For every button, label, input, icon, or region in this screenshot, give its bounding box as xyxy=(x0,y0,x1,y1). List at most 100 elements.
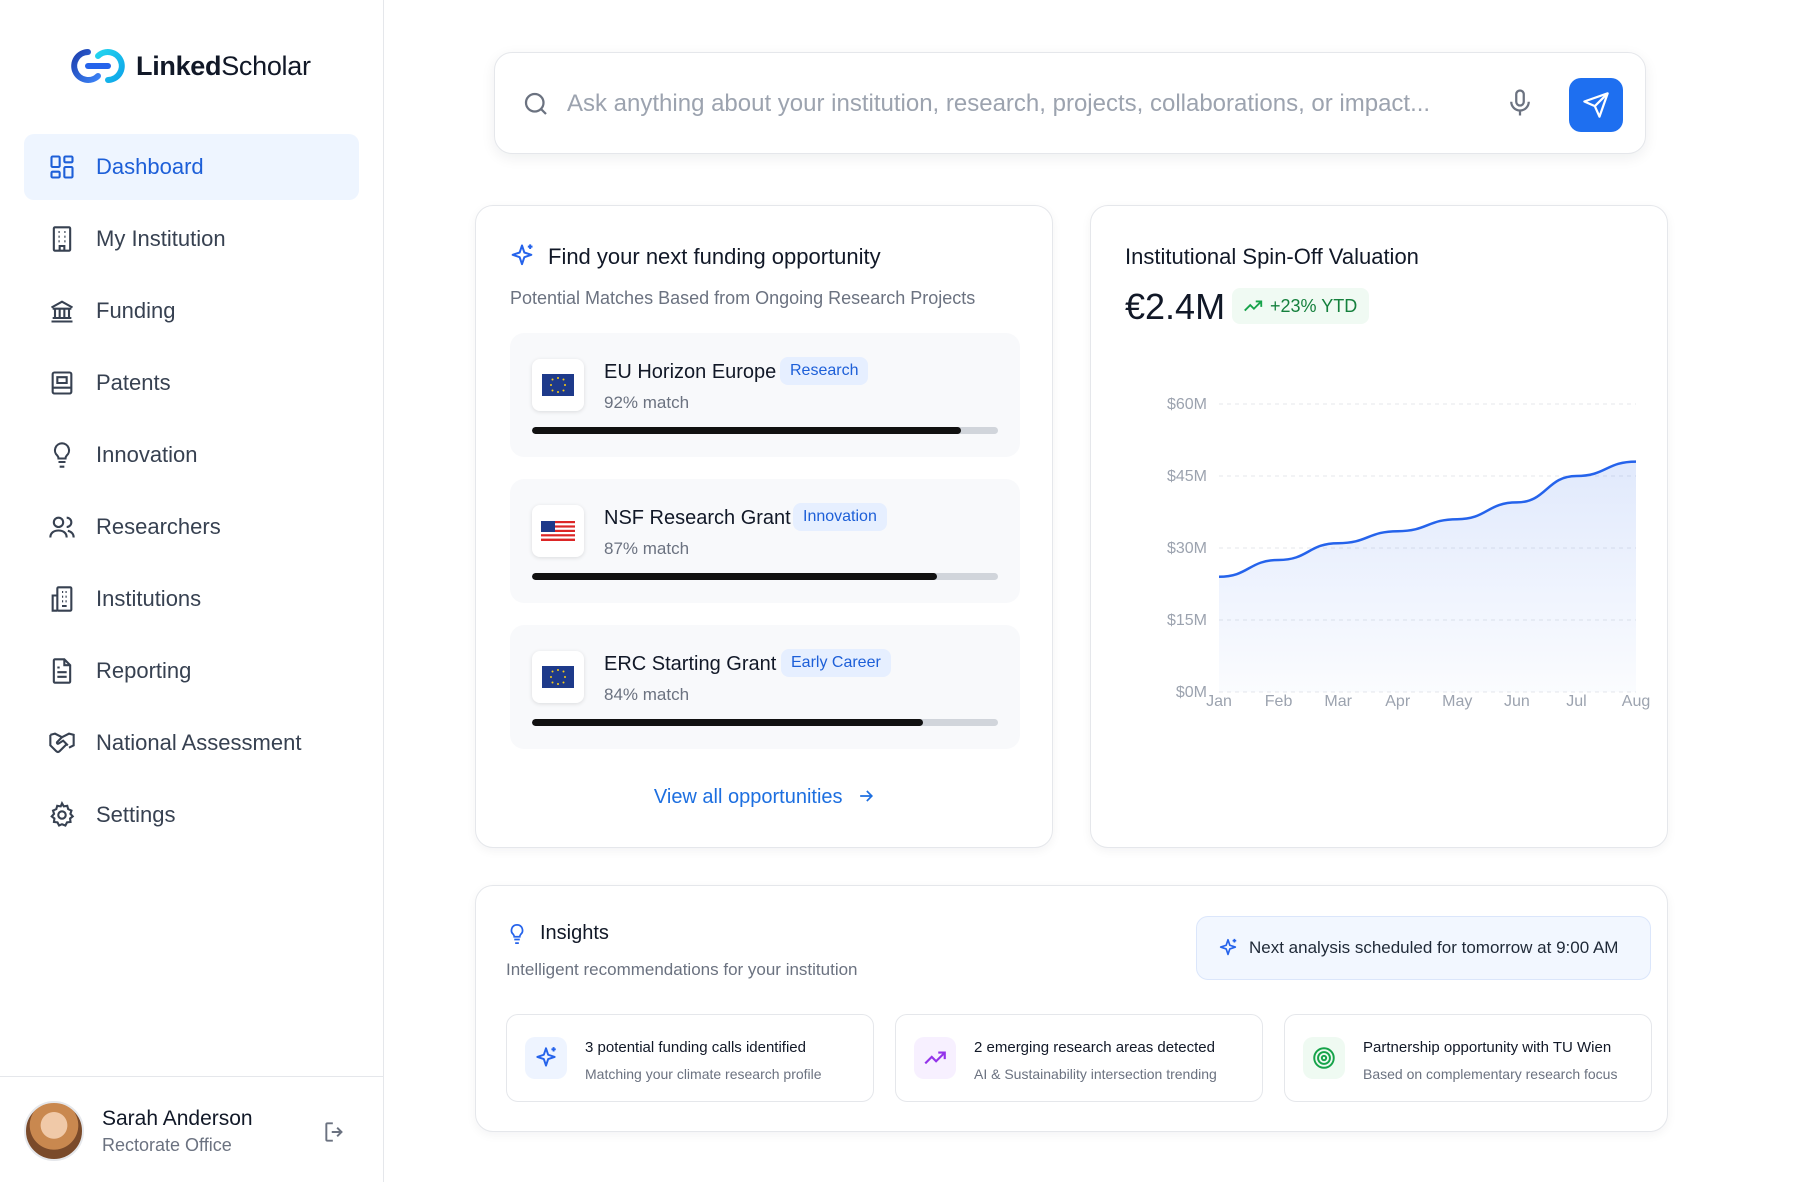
analysis-schedule-text: Next analysis scheduled for tomorrow at … xyxy=(1249,938,1619,957)
valuation-change-badge: +23% YTD xyxy=(1232,288,1370,324)
chart-x-tick-label: Mar xyxy=(1324,693,1352,710)
arrow-right-icon xyxy=(860,790,874,802)
users-icon xyxy=(49,516,75,538)
chart-y-tick-label: $45M xyxy=(1167,468,1207,485)
brand-name: LinkedScholar xyxy=(136,51,311,82)
search-icon xyxy=(524,92,547,115)
chart-y-tick-label: $30M xyxy=(1167,540,1207,557)
lightbulb-icon xyxy=(53,442,71,468)
analysis-schedule-banner: Next analysis scheduled for tomorrow at … xyxy=(1196,916,1651,980)
chart-y-tick-label: $60M xyxy=(1167,396,1207,413)
sidebar-item-national-assessment[interactable]: National Assessment xyxy=(24,710,359,776)
sidebar-item-label: National Assessment xyxy=(96,730,302,755)
sidebar-item-dashboard[interactable]: Dashboard xyxy=(24,134,359,200)
chart-y-tick-label: $0M xyxy=(1176,684,1207,701)
sidebar-item-label: My Institution xyxy=(96,226,226,251)
match-progress-fill xyxy=(532,719,924,726)
funding-category-badge: Early Career xyxy=(781,649,891,677)
insight-item[interactable]: Partnership opportunity with TU Wien Bas… xyxy=(1284,1014,1652,1102)
sidebar-item-label: Innovation xyxy=(96,442,198,467)
sidebar-item-researchers[interactable]: Researchers xyxy=(24,494,359,560)
funding-match-name: ERC Starting Grant xyxy=(604,653,777,675)
funding-match-item[interactable]: NSF Research Grant Innovation 87% match xyxy=(510,479,1020,603)
funding-match-name: EU Horizon Europe xyxy=(604,361,777,383)
brand-name-bold: Linked xyxy=(136,50,222,81)
funding-match-item[interactable]: EU Horizon Europe Research 92% match xyxy=(510,333,1020,457)
funding-opportunity-card: Find your next funding opportunity Poten… xyxy=(475,205,1053,848)
sidebar-item-institutions[interactable]: Institutions xyxy=(24,566,359,632)
chart-x-tick-label: Jul xyxy=(1566,693,1586,710)
user-profile: Sarah Anderson Rectorate Office xyxy=(0,1076,384,1182)
send-icon xyxy=(1583,92,1609,118)
insights-card: Insights Intelligent recommendations for… xyxy=(475,885,1668,1132)
insight-item[interactable]: 2 emerging research areas detected AI & … xyxy=(895,1014,1263,1102)
document-icon xyxy=(52,658,72,684)
insight-title: Partnership opportunity with TU Wien xyxy=(1363,1039,1612,1056)
patent-icon xyxy=(51,371,73,395)
chart-x-tick-label: May xyxy=(1442,693,1472,710)
search-input[interactable] xyxy=(567,79,1467,129)
funding-match-percent: 84% match xyxy=(604,685,690,704)
us-flag-icon xyxy=(532,505,584,557)
funding-card-title: Find your next funding opportunity xyxy=(548,244,881,269)
match-progress-fill xyxy=(532,573,938,580)
user-name: Sarah Anderson xyxy=(102,1107,253,1130)
valuation-change-text: +23% YTD xyxy=(1270,295,1358,316)
sidebar-item-label: Institutions xyxy=(96,586,202,611)
valuation-area-chart: $0M $15M $30M $45M $60M Jan Feb Mar Apr May Jun Jul… xyxy=(1167,396,1650,710)
sidebar-item-settings[interactable]: Settings xyxy=(24,782,359,848)
valuation-amount: €2.4M xyxy=(1125,286,1226,327)
funding-category-badge: Research xyxy=(780,357,869,385)
view-all-opportunities-link[interactable]: View all opportunities xyxy=(476,786,1054,809)
institutions-icon xyxy=(51,586,73,612)
sidebar-item-label: Reporting xyxy=(96,658,192,683)
ai-search-bar xyxy=(494,52,1646,154)
avatar[interactable] xyxy=(24,1101,84,1161)
logout-icon[interactable] xyxy=(322,1119,348,1145)
sidebar-item-patents[interactable]: Patents xyxy=(24,350,359,416)
eu-flag-icon xyxy=(532,359,584,411)
sidebar-item-innovation[interactable]: Innovation xyxy=(24,422,359,488)
funding-category-badge: Innovation xyxy=(793,503,887,531)
insight-item[interactable]: 3 potential funding calls identified Mat… xyxy=(506,1014,874,1102)
sidebar: LinkedScholar Dashboard My Institution F… xyxy=(0,0,384,1182)
sidebar-item-funding[interactable]: Funding xyxy=(24,278,359,344)
lightbulb-icon xyxy=(510,923,524,945)
bank-icon xyxy=(50,300,74,323)
dashboard-icon xyxy=(50,155,74,179)
insight-description: AI & Sustainability intersection trendin… xyxy=(974,1066,1217,1082)
match-progress-fill xyxy=(532,427,961,434)
funding-match-item[interactable]: ERC Starting Grant Early Career 84% matc… xyxy=(510,625,1020,749)
sidebar-item-my-institution[interactable]: My Institution xyxy=(24,206,359,272)
insight-description: Based on complementary research focus xyxy=(1363,1066,1618,1082)
funding-match-percent: 92% match xyxy=(604,393,690,412)
chart-x-tick-label: Jan xyxy=(1206,693,1232,710)
insight-title: 2 emerging research areas detected xyxy=(974,1039,1215,1056)
insights-title: Insights xyxy=(540,922,609,944)
sidebar-item-label: Dashboard xyxy=(96,154,204,179)
match-progress-bar xyxy=(532,427,998,434)
match-progress-bar xyxy=(532,719,998,726)
handshake-icon xyxy=(49,732,75,754)
sidebar-item-reporting[interactable]: Reporting xyxy=(24,638,359,704)
insight-title: 3 potential funding calls identified xyxy=(585,1039,806,1056)
sparkle-icon xyxy=(511,244,533,266)
send-button[interactable] xyxy=(1569,78,1623,132)
brand-name-light: Scholar xyxy=(221,50,311,81)
microphone-icon[interactable] xyxy=(1505,87,1535,119)
sparkle-icon xyxy=(525,1037,567,1079)
building-icon xyxy=(52,226,72,252)
chart-x-tick-label: Feb xyxy=(1265,693,1293,710)
sidebar-item-label: Funding xyxy=(96,298,176,323)
sidebar-item-label: Settings xyxy=(96,802,176,827)
insight-description: Matching your climate research profile xyxy=(585,1066,822,1082)
sidebar-nav: Dashboard My Institution Funding Patents… xyxy=(24,134,359,854)
spinoff-valuation-card: Institutional Spin-Off Valuation €2.4M +… xyxy=(1090,205,1668,848)
chart-x-tick-label: Aug xyxy=(1622,693,1650,710)
insights-subtitle: Intelligent recommendations for your ins… xyxy=(506,960,858,979)
user-role: Rectorate Office xyxy=(102,1135,232,1155)
gear-icon xyxy=(50,801,75,827)
brand-logo[interactable]: LinkedScholar xyxy=(66,44,311,88)
sidebar-item-label: Patents xyxy=(96,370,171,395)
logo-icon xyxy=(71,49,125,83)
